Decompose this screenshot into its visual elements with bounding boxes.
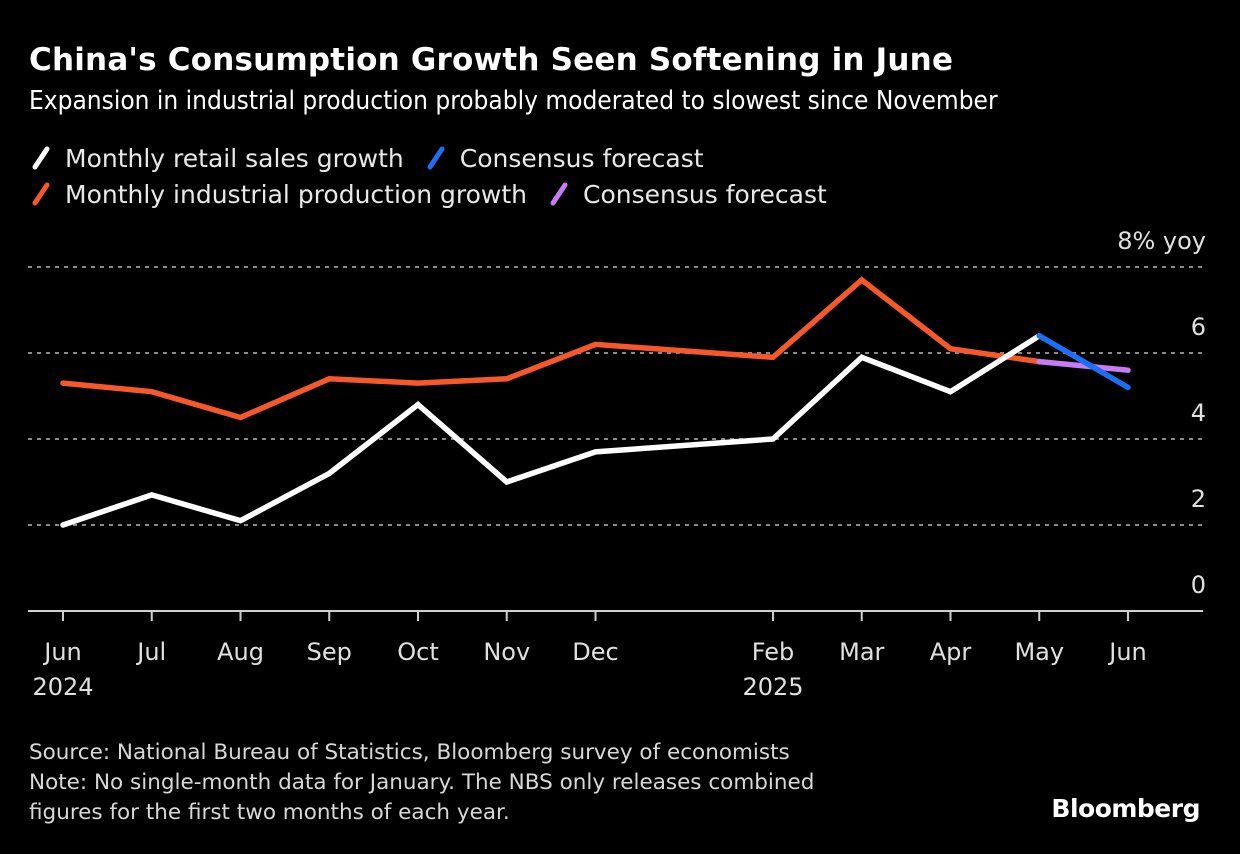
- legend-label-retail-forecast: Consensus forecast: [459, 143, 704, 173]
- x-tick-year-label: 2025: [742, 673, 803, 701]
- note-text-line-1: Note: No single-month data for January. …: [29, 770, 815, 795]
- y-tick-label: 0: [1191, 571, 1206, 599]
- legend-swatch-retail-sales: [32, 146, 50, 170]
- legend-item-retail-forecast: Consensus forecast: [426, 144, 704, 173]
- ip-forecast-line: [1036, 358, 1131, 373]
- legend-item-ip-forecast: Consensus forecast: [549, 180, 827, 209]
- x-tick-label: Oct: [397, 638, 439, 666]
- legend-swatch-retail-forecast: [427, 146, 445, 170]
- x-tick-label: Jun: [42, 638, 82, 666]
- chart-title: China's Consumption Growth Seen Softenin…: [29, 42, 954, 78]
- legend-swatch-line: [550, 182, 568, 206]
- legend-row-1: Monthly retail sales growth Consensus fo…: [31, 143, 726, 173]
- y-tick-label: 2: [1191, 485, 1206, 513]
- source-text: Source: National Bureau of Statistics, B…: [29, 740, 790, 765]
- x-tick-label: Mar: [839, 638, 884, 666]
- legend-row-2: Monthly industrial production growth Con…: [31, 179, 849, 209]
- chart-subtitle: Expansion in industrial production proba…: [29, 86, 998, 116]
- legend-swatch-line: [427, 146, 445, 170]
- retail-sales-line: [60, 333, 1042, 528]
- legend-item-industrial-production: Monthly industrial production growth: [31, 180, 527, 209]
- y-tick-label: 8% yoy: [1117, 227, 1206, 255]
- x-tick-label: Sep: [307, 638, 352, 666]
- line-chart: 0 2 4 6 8% yoy Jun 2024 Jul Aug Sep Oct Nov Dec Feb 2…: [28, 227, 1206, 701]
- x-tick-label: Dec: [572, 638, 618, 666]
- x-tick-label: Nov: [483, 638, 530, 666]
- legend-label-industrial-production: Monthly industrial production growth: [65, 179, 527, 209]
- x-tick-label: Apr: [930, 638, 972, 666]
- industrial-production-line: [60, 276, 1042, 421]
- legend-label-retail-sales: Monthly retail sales growth: [65, 143, 404, 173]
- x-tick-label: Jun: [1107, 638, 1147, 666]
- series-lines: [60, 276, 1131, 528]
- x-tick-label: Feb: [752, 638, 795, 666]
- gridlines: [28, 266, 1203, 526]
- x-axis: Jun 2024 Jul Aug Sep Oct Nov Dec Feb 2025 Mar Apr Ma…: [28, 610, 1203, 701]
- x-tick-label: Aug: [217, 638, 264, 666]
- note-text-line-2: figures for the first two months of each…: [29, 800, 510, 825]
- legend-swatch-industrial-production: [32, 182, 50, 206]
- x-tick-year-label: 2024: [32, 673, 93, 701]
- legend-item-retail-sales: Monthly retail sales growth: [31, 144, 404, 173]
- legend-swatch-ip-forecast: [550, 182, 568, 206]
- y-tick-label: 4: [1191, 399, 1206, 427]
- x-tick-label: May: [1014, 638, 1064, 666]
- retail-forecast-line: [1036, 333, 1131, 391]
- y-axis-labels: 0 2 4 6 8% yoy: [1117, 227, 1206, 599]
- bloomberg-logo: Bloomberg: [1051, 794, 1200, 823]
- legend-swatch-line: [32, 182, 50, 206]
- x-tick-label: Jul: [135, 638, 166, 666]
- legend-swatch-line: [32, 146, 50, 170]
- legend-label-ip-forecast: Consensus forecast: [583, 179, 827, 209]
- y-tick-label: 6: [1191, 313, 1206, 341]
